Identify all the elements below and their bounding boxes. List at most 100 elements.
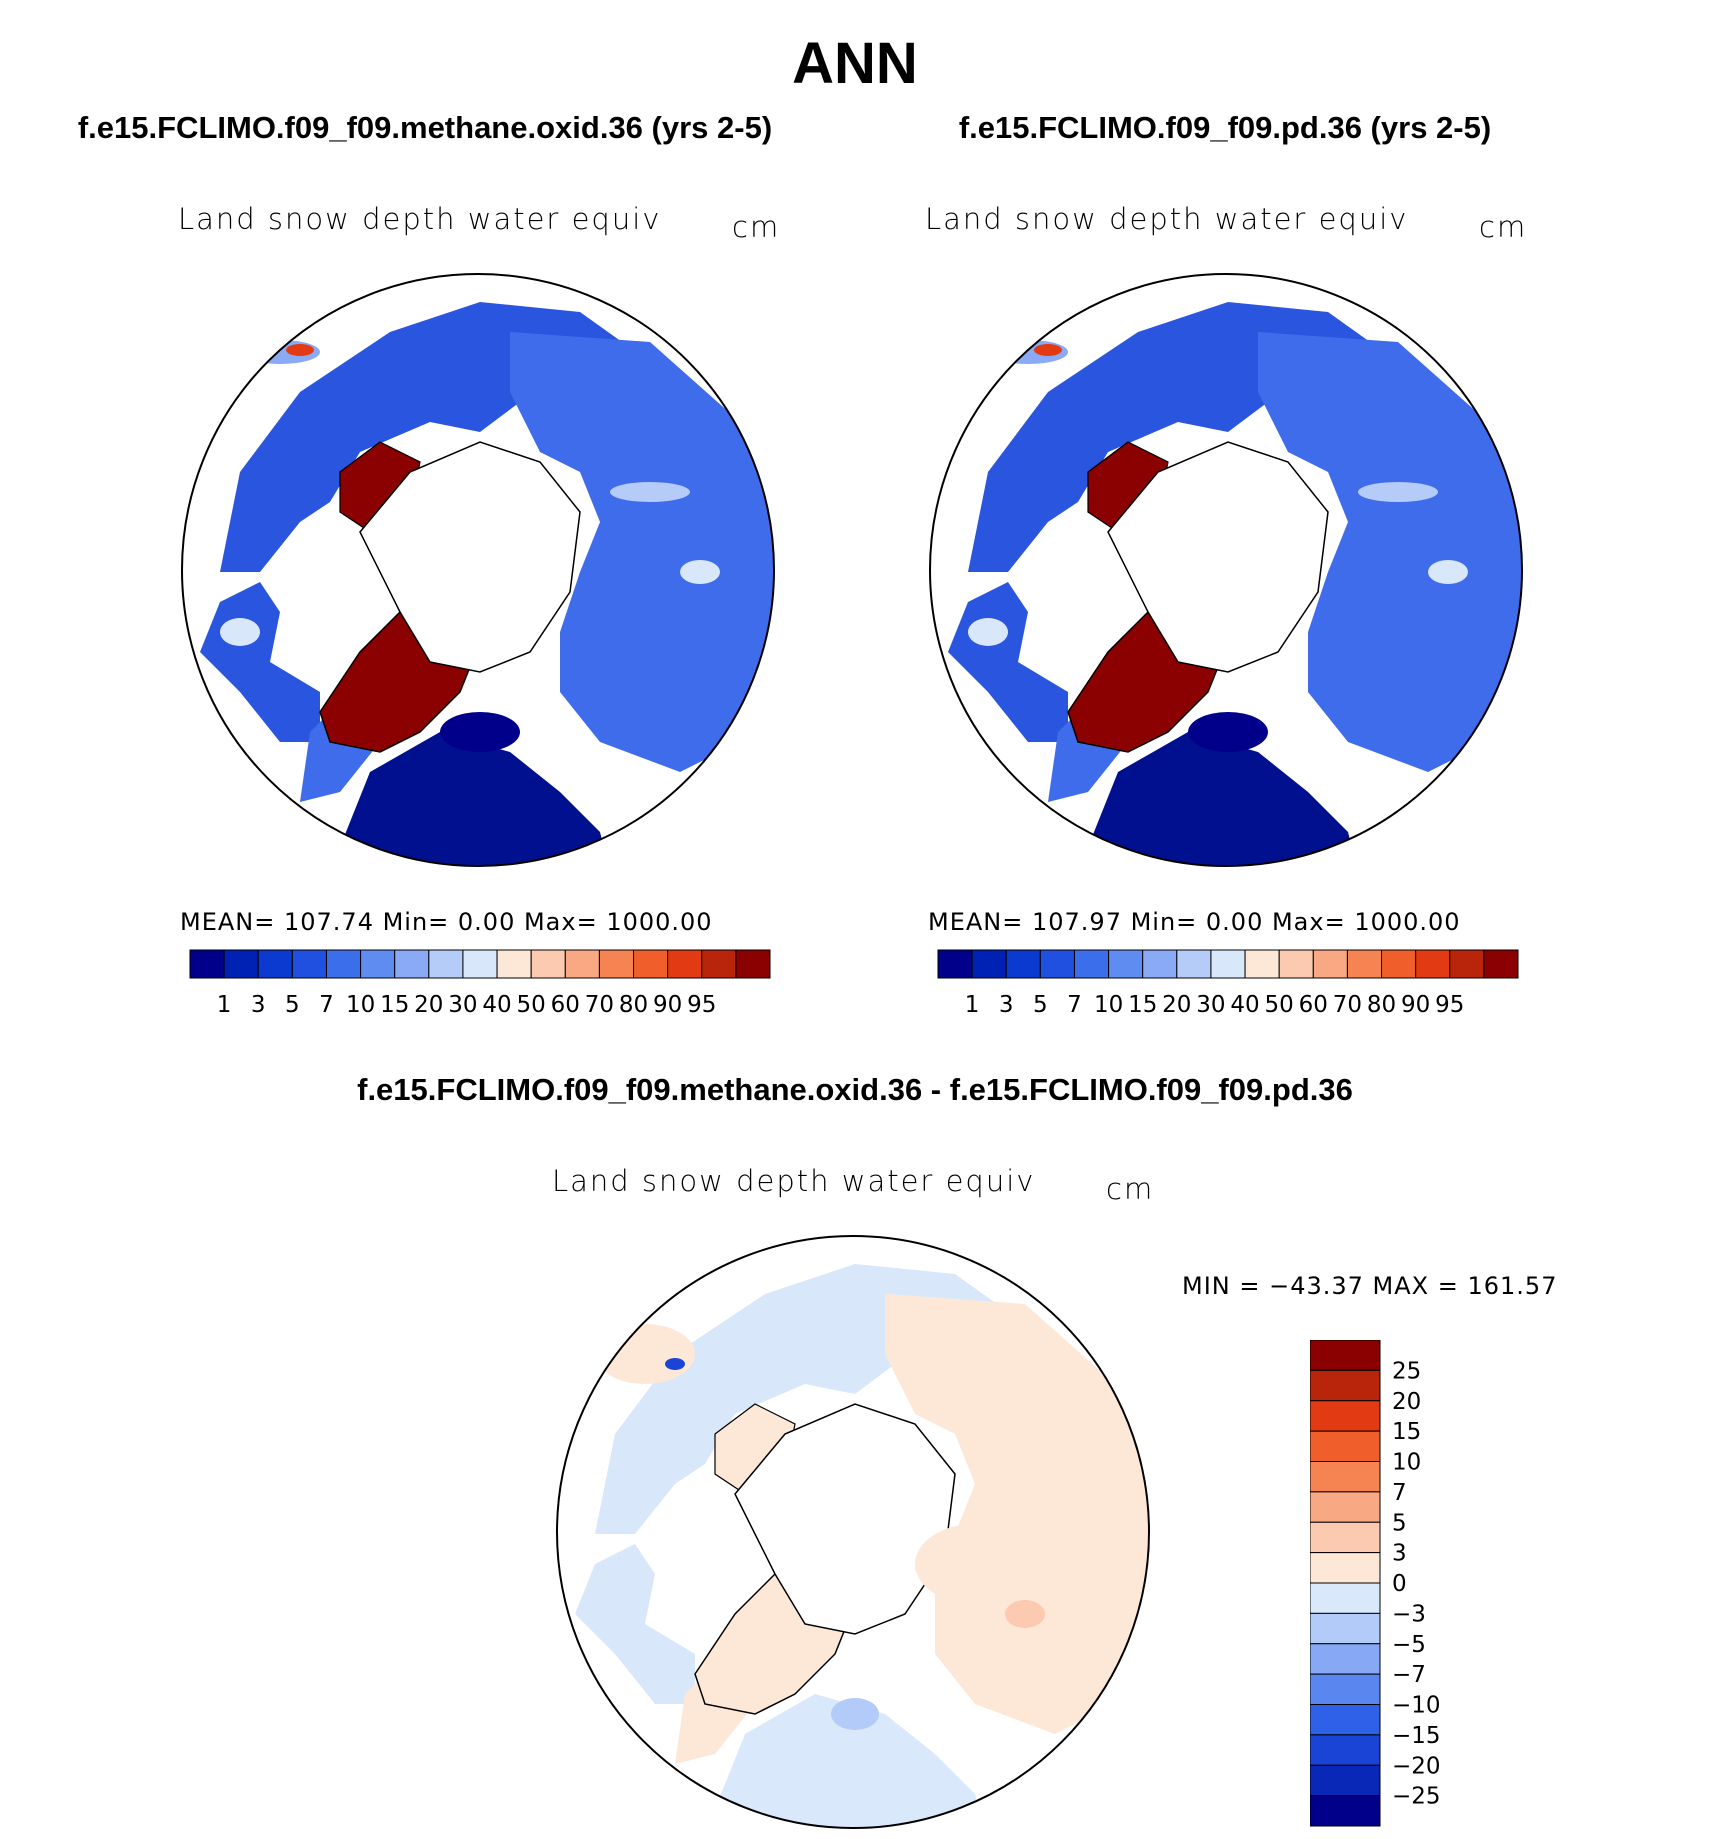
colorbar-tick-label: 1 [217, 992, 232, 1018]
colorbar-box [667, 949, 703, 979]
map-boundary [556, 1235, 1150, 1829]
colorbar-tick-label: 60 [1299, 992, 1328, 1018]
colorbar-box [1005, 949, 1041, 979]
north-america-land [1258, 332, 1522, 772]
colorbar-tick-label: 25 [1392, 1358, 1421, 1384]
map-boundary [929, 273, 1523, 867]
colorbar-tick-label: 7 [1067, 992, 1082, 1018]
colorbar-box [1310, 1612, 1381, 1645]
panel3-stats: MIN = −43.37 MAX = 161.57 [1182, 1272, 1558, 1300]
colorbar-box [1310, 1400, 1381, 1432]
colorbar-box [1310, 1521, 1381, 1554]
colorbar-tick-label: 3 [999, 992, 1014, 1018]
colorbar-tick-label: 15 [1392, 1419, 1421, 1445]
colorbar-tick-label: 30 [1196, 992, 1225, 1018]
colorbar-box [1310, 1369, 1381, 1402]
panel2-stats: MEAN= 107.97 Min= 0.00 Max= 1000.00 [928, 908, 1461, 936]
colorbar-tick-label: 7 [1392, 1480, 1407, 1506]
colorbar-box [325, 949, 362, 979]
colorbar-box [1310, 1643, 1381, 1675]
colorbar-tick-label: 1 [965, 992, 980, 1018]
colorbar-box [633, 949, 669, 979]
colorbar-box [1142, 949, 1178, 979]
colorbar-tick-label: 20 [1392, 1389, 1421, 1415]
colorbar-tick-label: 10 [1392, 1450, 1421, 1476]
colorbar-tick-label: 70 [1333, 992, 1362, 1018]
colorbar-tick-label: 40 [482, 992, 511, 1018]
colorbar-tick-label: 80 [1367, 992, 1396, 1018]
diff-title: f.e15.FCLIMO.f09_f09.methane.oxid.36 - f… [357, 1072, 1353, 1107]
colorbar-tick-label: 7 [319, 992, 334, 1018]
colorbar-tick-label: 15 [380, 992, 409, 1018]
panel2-polar-map [929, 273, 1523, 867]
colorbar-box [1310, 1461, 1381, 1493]
colorbar-box [937, 949, 973, 979]
colorbar-box [1073, 949, 1110, 979]
panel2-units: cm [1479, 210, 1528, 244]
colorbar-tick-label: 30 [448, 992, 477, 1018]
colorbar-box [530, 949, 566, 979]
south-land [705, 1694, 985, 1828]
colorbar-box [1310, 1734, 1381, 1766]
colorbar-box [1310, 1582, 1381, 1614]
colorbar-box [462, 949, 498, 979]
north-america-land [885, 1294, 1149, 1734]
colorbar-box [598, 949, 635, 979]
colorbar-box [1310, 1764, 1381, 1797]
colorbar-box [1176, 949, 1212, 979]
colorbar-tick-label: 20 [1162, 992, 1191, 1018]
colorbar-box [189, 949, 225, 979]
panel2-colorbar: 1 3 5 7 10 15 20 30 40 50 60 70 80 90 95 [937, 949, 1519, 1018]
colorbar-tick-label: 50 [517, 992, 546, 1018]
north-america-land [510, 332, 774, 772]
colorbar-tick-label: −20 [1392, 1753, 1441, 1779]
panel3-colorbar: 25 20 15 10 7 5 3 0 −3 −5 −7 −10 −15 −20 −25 [1310, 1340, 1441, 1827]
colorbar-tick-label: 80 [619, 992, 648, 1018]
panel3-units: cm [1106, 1172, 1155, 1206]
colorbar-tick-label: −25 [1392, 1784, 1441, 1810]
south-land [1078, 732, 1358, 866]
colorbar-tick-label: 3 [1392, 1541, 1407, 1567]
colorbar-tick-label: 20 [414, 992, 443, 1018]
panel3-polar-map [556, 1235, 1150, 1829]
panel1-case-title: f.e15.FCLIMO.f09_f09.methane.oxid.36 (yr… [77, 110, 773, 145]
colorbar-tick-label: 40 [1230, 992, 1259, 1018]
colorbar-tick-label: −5 [1392, 1632, 1426, 1658]
colorbar-box [394, 949, 430, 979]
colorbar-box [1244, 949, 1280, 979]
south-land [330, 732, 610, 866]
colorbar-tick-label: 5 [1033, 992, 1048, 1018]
colorbar-tick-label: 95 [687, 992, 716, 1018]
colorbar-tick-label: −3 [1392, 1601, 1426, 1627]
colorbar-tick-label: 5 [1392, 1510, 1407, 1536]
colorbar-tick-label: 60 [551, 992, 580, 1018]
colorbar-box [1310, 1704, 1381, 1736]
colorbar-box [1449, 949, 1485, 979]
colorbar-box [1483, 949, 1519, 979]
panel1-colorbar: 1 3 5 7 10 15 20 30 40 50 60 70 80 90 95 [189, 949, 771, 1018]
colorbar-tick-label: 90 [653, 992, 682, 1018]
colorbar-tick-label: 70 [585, 992, 614, 1018]
arctic-ocean [359, 441, 581, 673]
panel1-var-title: Land snow depth water equiv [178, 202, 662, 236]
arctic-ocean [1107, 441, 1329, 673]
colorbar-box [223, 949, 259, 979]
colorbar-box [1108, 949, 1144, 979]
colorbar-box [1381, 949, 1417, 979]
colorbar-tick-label: 0 [1392, 1571, 1407, 1597]
colorbar-box [257, 949, 293, 979]
colorbar-box [1312, 949, 1348, 979]
colorbar-tick-label: 10 [1094, 992, 1123, 1018]
colorbar-tick-label: 10 [346, 992, 375, 1018]
colorbar-box [701, 949, 737, 979]
colorbar-box [1310, 1491, 1381, 1523]
colorbar-tick-label: 95 [1435, 992, 1464, 1018]
colorbar-box [1210, 949, 1246, 979]
colorbar-box [1415, 949, 1451, 979]
colorbar-box [291, 949, 327, 979]
colorbar-tick-label: 90 [1401, 992, 1430, 1018]
colorbar-tick-label: 15 [1128, 992, 1157, 1018]
colorbar-tick-label: 50 [1265, 992, 1294, 1018]
colorbar-box [1278, 949, 1314, 979]
colorbar-box [1310, 1673, 1381, 1705]
